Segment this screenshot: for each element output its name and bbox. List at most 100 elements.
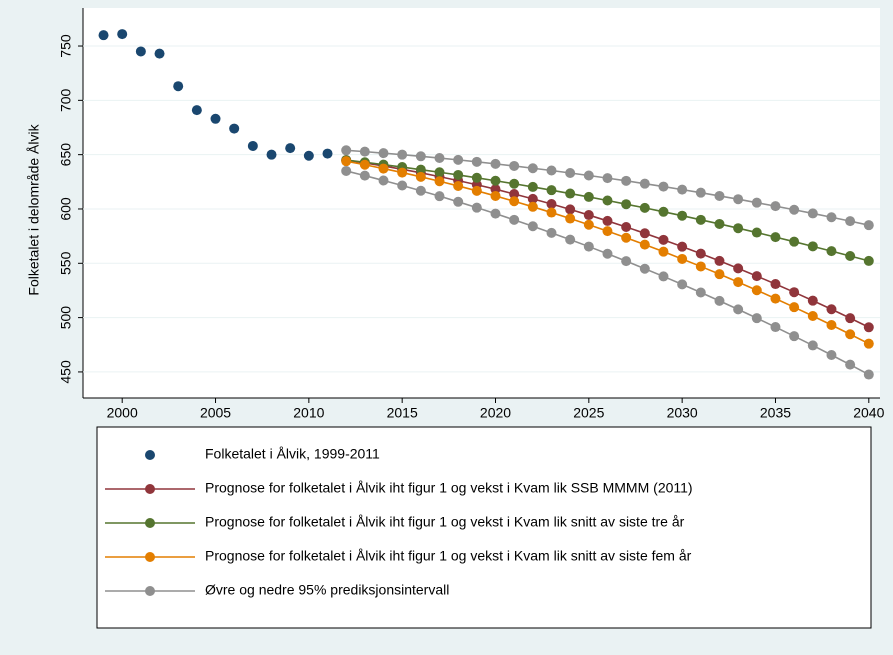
data-point xyxy=(453,196,464,207)
data-point xyxy=(191,105,202,116)
data-point xyxy=(807,208,818,219)
data-point xyxy=(583,219,594,230)
data-point xyxy=(807,340,818,351)
data-point xyxy=(602,226,613,237)
data-point xyxy=(639,263,650,274)
data-point xyxy=(415,185,426,196)
data-point xyxy=(770,201,781,212)
data-point xyxy=(453,180,464,191)
data-point xyxy=(359,170,370,181)
data-point xyxy=(229,123,240,134)
data-point xyxy=(527,163,538,174)
data-point xyxy=(845,313,856,324)
legend-label: Øvre og nedre 95% prediksjonsintervall xyxy=(205,582,449,598)
data-point xyxy=(471,185,482,196)
data-point xyxy=(378,148,389,159)
data-point xyxy=(714,295,725,306)
data-point xyxy=(714,269,725,280)
data-point xyxy=(565,204,576,215)
data-point xyxy=(826,212,837,223)
data-point xyxy=(471,156,482,167)
data-point xyxy=(714,190,725,201)
data-point xyxy=(751,271,762,282)
data-point xyxy=(527,181,538,192)
data-point xyxy=(770,232,781,243)
y-tick-label: 650 xyxy=(58,143,74,167)
data-point xyxy=(751,197,762,208)
data-point xyxy=(658,271,669,282)
data-point xyxy=(397,167,408,178)
data-point xyxy=(658,206,669,217)
data-point xyxy=(621,222,632,233)
data-point xyxy=(490,208,501,219)
data-point xyxy=(751,313,762,324)
data-point xyxy=(471,172,482,183)
x-tick-label: 2015 xyxy=(387,405,418,421)
data-point xyxy=(770,293,781,304)
legend-label: Prognose for folketalet i Ålvik iht figu… xyxy=(205,514,685,530)
data-point xyxy=(677,241,688,252)
data-point xyxy=(434,167,445,178)
data-point xyxy=(397,149,408,160)
data-point xyxy=(733,223,744,234)
data-point xyxy=(285,143,296,154)
data-point xyxy=(845,329,856,340)
x-tick-label: 2010 xyxy=(293,405,324,421)
data-point xyxy=(733,304,744,315)
data-point xyxy=(509,188,520,199)
data-point xyxy=(415,171,426,182)
data-point xyxy=(173,81,184,92)
x-tick-label: 2040 xyxy=(853,405,884,421)
data-point xyxy=(602,195,613,206)
data-point xyxy=(807,310,818,321)
legend-label: Prognose for folketalet i Ålvik iht figu… xyxy=(205,548,692,564)
data-point xyxy=(490,175,501,186)
data-point xyxy=(658,181,669,192)
data-point xyxy=(415,164,426,175)
data-point xyxy=(677,184,688,195)
data-point xyxy=(826,246,837,257)
data-point xyxy=(695,261,706,272)
data-point xyxy=(490,158,501,169)
data-point xyxy=(453,154,464,165)
data-point xyxy=(490,190,501,201)
data-point xyxy=(826,304,837,315)
data-point xyxy=(565,188,576,199)
data-point xyxy=(845,216,856,227)
plot-area xyxy=(83,8,880,398)
data-point xyxy=(527,221,538,232)
legend-marker xyxy=(145,484,155,494)
data-point xyxy=(471,202,482,213)
data-point xyxy=(789,204,800,215)
data-point xyxy=(863,369,874,380)
data-point xyxy=(546,198,557,209)
data-point xyxy=(677,279,688,290)
data-point xyxy=(247,140,258,151)
data-point xyxy=(509,178,520,189)
data-point xyxy=(621,256,632,267)
data-point xyxy=(733,263,744,274)
data-point xyxy=(322,148,333,159)
data-point xyxy=(266,149,277,160)
data-point xyxy=(546,207,557,218)
data-point xyxy=(826,319,837,330)
data-point xyxy=(751,285,762,296)
x-tick-label: 2000 xyxy=(107,405,138,421)
data-point xyxy=(565,168,576,179)
data-point xyxy=(527,193,538,204)
data-point xyxy=(807,241,818,252)
data-point xyxy=(733,277,744,288)
y-axis-label: Folketalet i delområde Ålvik xyxy=(26,123,42,295)
legend-label: Folketalet i Ålvik, 1999-2011 xyxy=(205,446,380,462)
data-point xyxy=(341,156,352,167)
data-point xyxy=(639,228,650,239)
data-point xyxy=(546,227,557,238)
data-point xyxy=(826,349,837,360)
data-point xyxy=(639,202,650,213)
x-tick-label: 2005 xyxy=(200,405,231,421)
data-point xyxy=(733,194,744,205)
data-point xyxy=(677,210,688,221)
data-point xyxy=(639,178,650,189)
data-point xyxy=(621,175,632,186)
